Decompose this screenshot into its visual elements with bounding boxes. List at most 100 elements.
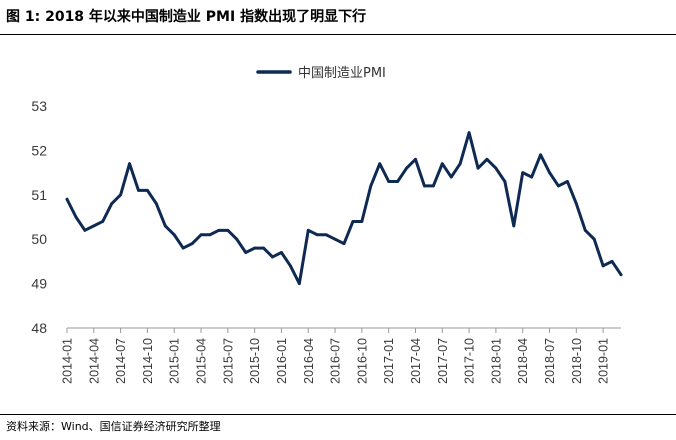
data-point	[280, 251, 283, 254]
data-point	[226, 228, 230, 232]
data-point	[521, 171, 525, 175]
data-point	[548, 171, 551, 175]
data-point	[110, 202, 114, 206]
data-point	[199, 233, 203, 237]
data-point	[92, 224, 96, 228]
x-tick-label: 2018-10	[570, 338, 584, 384]
data-point	[449, 175, 453, 179]
data-point	[288, 264, 292, 268]
data-point	[360, 220, 364, 223]
x-tick-label: 2014-01	[61, 338, 75, 384]
data-point	[396, 180, 400, 183]
x-tick-label: 2018-04	[516, 338, 530, 384]
y-tick-label: 53	[31, 98, 47, 114]
data-point	[592, 237, 596, 241]
y-tick-label: 49	[31, 276, 47, 292]
x-tick-label: 2017-10	[463, 338, 477, 384]
data-point	[333, 237, 337, 241]
x-axis	[66, 327, 621, 333]
x-axis-tick-labels: 2014-01 2014-04 2014-07 2014-10 2015-01 2015-…	[61, 338, 611, 384]
data-point	[557, 184, 560, 188]
data-point	[485, 157, 489, 161]
data-point	[619, 273, 623, 277]
data-point	[190, 242, 194, 246]
data-point	[387, 180, 391, 183]
data-point	[244, 251, 248, 254]
data-point	[324, 233, 328, 237]
x-tick-label: 2014-07	[114, 338, 128, 384]
x-tick-label: 2015-04	[195, 338, 209, 384]
data-point	[431, 184, 435, 188]
x-tick-label: 2015-10	[248, 338, 262, 384]
data-point	[539, 153, 542, 157]
data-point	[601, 264, 605, 268]
data-point	[512, 224, 516, 228]
data-point	[351, 220, 355, 223]
x-tick-label: 2015-07	[221, 338, 235, 384]
x-tick-label: 2017-07	[436, 338, 450, 384]
y-tick-label: 51	[31, 187, 47, 203]
data-point	[342, 242, 346, 246]
figure-title: 图 1: 2018 年以来中国制造业 PMI 指数出现了明显下行	[6, 9, 367, 25]
x-tick-label: 2017-01	[382, 338, 396, 384]
data-point	[128, 162, 131, 166]
data-point	[306, 228, 310, 232]
data-point	[101, 220, 105, 223]
data-point	[414, 157, 417, 161]
x-tick-label: 2019-01	[597, 338, 611, 384]
data-point	[208, 233, 212, 237]
source-divider	[0, 414, 676, 415]
data-point	[530, 175, 534, 179]
data-point	[610, 260, 614, 263]
legend-label-pmi: 中国制造业PMI	[298, 66, 386, 81]
data-point	[181, 246, 185, 250]
data-points	[65, 131, 623, 285]
x-tick-label: 2017-04	[409, 338, 423, 384]
data-point	[574, 202, 578, 206]
data-point	[271, 255, 274, 259]
x-tick-label: 2016-01	[275, 338, 289, 384]
data-point	[217, 228, 221, 232]
data-point	[405, 166, 408, 170]
x-tick-label: 2016-04	[302, 338, 316, 384]
data-point	[315, 233, 319, 237]
y-tick-label: 48	[31, 320, 47, 336]
series-line-pmi	[65, 131, 623, 286]
data-point	[83, 228, 87, 232]
data-point	[565, 180, 569, 183]
data-point	[440, 162, 444, 166]
y-axis-tick-labels: 48 49 50 51 52 53	[31, 98, 47, 336]
chart-legend: 中国制造业PMI	[256, 66, 386, 81]
y-tick-label: 52	[31, 142, 47, 158]
x-tick-label: 2015-01	[168, 338, 182, 384]
data-point	[369, 184, 373, 188]
data-point	[262, 246, 265, 250]
data-point	[74, 215, 78, 219]
data-point	[467, 131, 471, 135]
data-point	[172, 233, 176, 237]
source-note: 资料来源：Wind、国信证券经济研究所整理	[6, 420, 221, 433]
data-point	[297, 282, 301, 285]
data-point	[154, 202, 158, 206]
x-tick-label: 2016-07	[329, 338, 343, 384]
data-point	[494, 166, 498, 170]
y-tick-label: 50	[31, 231, 47, 247]
data-point	[235, 237, 239, 241]
x-tick-label: 2014-10	[141, 338, 155, 384]
data-point	[423, 184, 426, 188]
data-point	[476, 166, 480, 170]
title-divider	[0, 34, 676, 35]
x-tick-label: 2016-10	[355, 338, 369, 384]
x-tick-label: 2018-01	[489, 338, 503, 384]
data-point	[65, 197, 69, 201]
data-point	[146, 188, 149, 192]
data-point	[137, 188, 140, 192]
data-point	[163, 224, 167, 228]
data-point	[503, 180, 507, 183]
x-tick-label: 2014-04	[87, 338, 101, 384]
data-point	[583, 228, 587, 232]
data-point	[253, 246, 257, 250]
data-point	[378, 162, 382, 166]
x-tick-label: 2018-07	[543, 338, 557, 384]
